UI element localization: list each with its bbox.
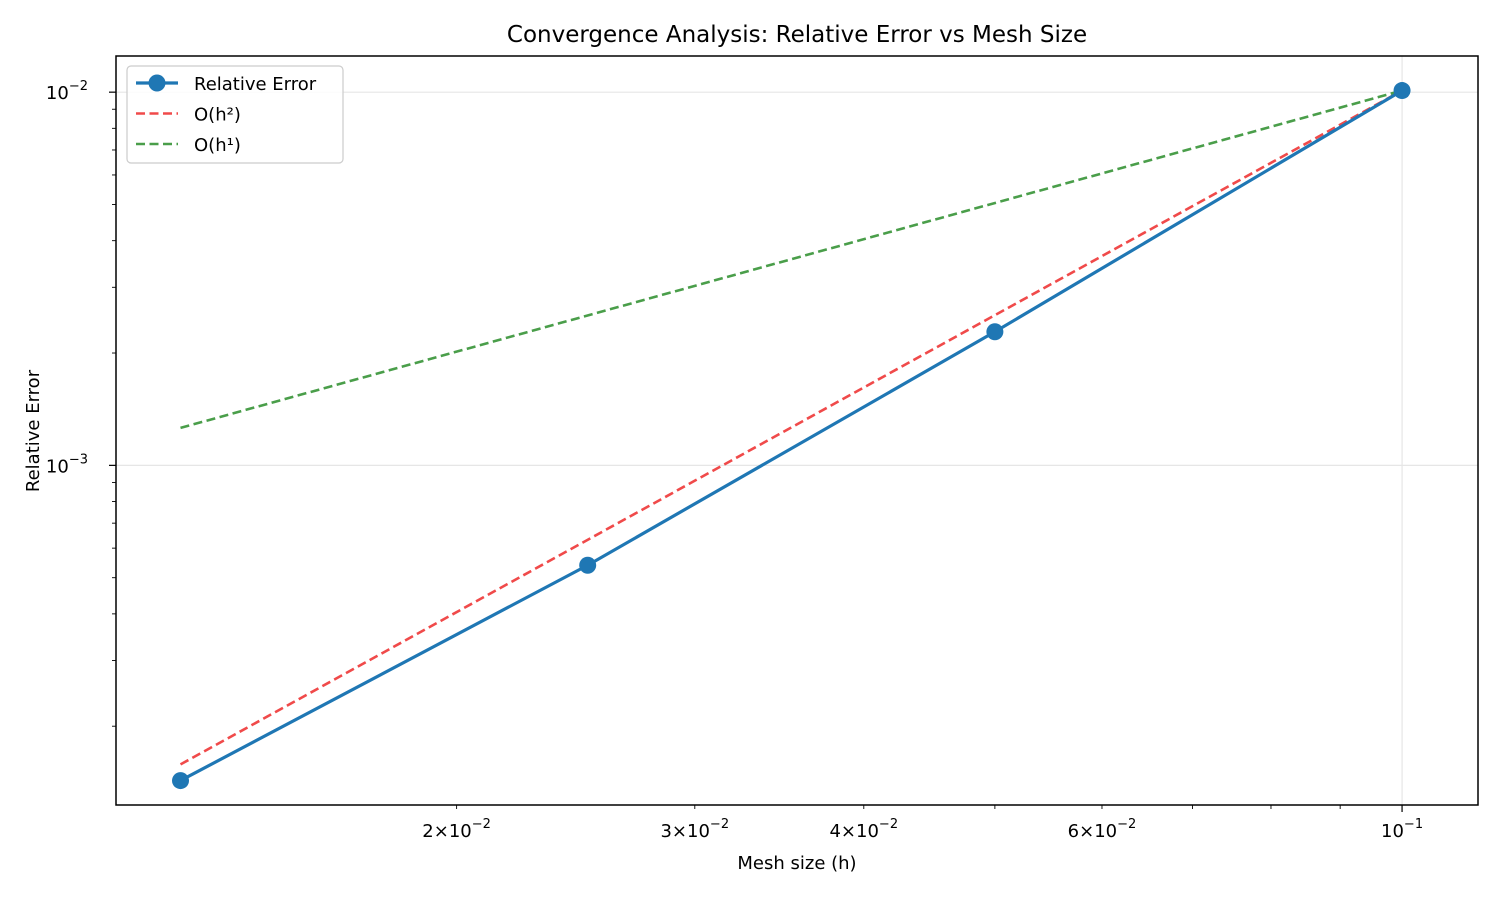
x-tick-mantissa: 3 bbox=[660, 821, 671, 842]
x-tick-mantissa: 4 bbox=[829, 821, 840, 842]
series-marker bbox=[1393, 82, 1411, 100]
legend: Relative Error O(h²) O(h¹) bbox=[126, 65, 344, 164]
x-tick-label: 6×10−2 bbox=[1068, 817, 1137, 842]
y-tick-exponent: −3 bbox=[69, 452, 88, 467]
x-tick-label: 4×10−2 bbox=[829, 817, 898, 842]
x-tick-times: × bbox=[1079, 821, 1094, 842]
legend-label: O(h²) bbox=[194, 105, 241, 126]
x-tick-times: × bbox=[672, 821, 687, 842]
x-tick-exponent: −2 bbox=[879, 817, 898, 832]
series-line-2 bbox=[180, 89, 1403, 430]
chart-title: Convergence Analysis: Relative Error vs … bbox=[507, 22, 1087, 48]
x-tick-exponent: −2 bbox=[710, 817, 729, 832]
x-tick-label: 2×10−2 bbox=[422, 817, 491, 842]
x-tick-exponent: −1 bbox=[1404, 817, 1423, 832]
series-marker bbox=[986, 323, 1004, 341]
x-axis-label: Mesh size (h) bbox=[737, 853, 856, 874]
x-tick-label: 3×10−2 bbox=[660, 817, 729, 842]
plot-frame bbox=[115, 55, 1479, 806]
x-tick-base: 10 bbox=[1381, 821, 1404, 842]
legend-label: O(h¹) bbox=[194, 135, 241, 156]
y-tick-label: 10−2 bbox=[46, 79, 88, 104]
legend-label: Relative Error bbox=[194, 74, 317, 95]
series-marker bbox=[172, 772, 190, 790]
series-line-1 bbox=[179, 89, 1403, 766]
y-tick-base: 10 bbox=[46, 456, 69, 477]
series-marker bbox=[579, 556, 597, 574]
x-tick-base: 10 bbox=[449, 821, 472, 842]
x-tick-label: 10−1 bbox=[1381, 817, 1423, 842]
x-tick-times: × bbox=[841, 821, 856, 842]
x-tick-times: × bbox=[434, 821, 449, 842]
x-tick-base: 10 bbox=[1094, 821, 1117, 842]
y-axis-label: Relative Error bbox=[23, 369, 44, 492]
x-tick-base: 10 bbox=[856, 821, 879, 842]
y-tick-exponent: −2 bbox=[69, 79, 88, 94]
x-tick-exponent: −2 bbox=[472, 817, 491, 832]
tick-layer: 2×10−2 3×10−2 4×10−2 6×10−2 10−110−210−3 bbox=[46, 79, 1423, 842]
y-tick-label: 10−3 bbox=[46, 452, 88, 477]
y-tick-base: 10 bbox=[46, 83, 69, 104]
x-tick-base: 10 bbox=[687, 821, 710, 842]
series-layer bbox=[172, 82, 1411, 790]
x-tick-mantissa: 6 bbox=[1068, 821, 1079, 842]
legend-frame bbox=[126, 65, 344, 164]
series-line-0 bbox=[179, 89, 1403, 782]
x-tick-exponent: −2 bbox=[1117, 817, 1136, 832]
x-tick-mantissa: 2 bbox=[422, 821, 433, 842]
legend-swatch-marker bbox=[148, 74, 166, 92]
